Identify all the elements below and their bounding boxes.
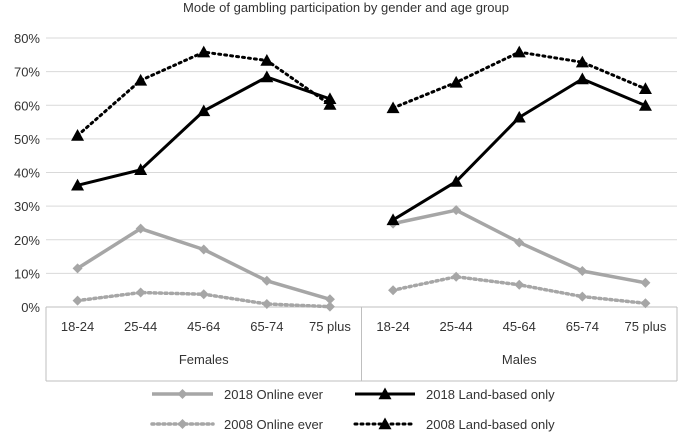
series-2018-land-based-only — [71, 70, 652, 226]
data-point — [260, 54, 274, 66]
data-point — [261, 275, 272, 286]
data-point — [388, 285, 399, 296]
data-point — [386, 213, 400, 226]
x-tick-label: 65-74 — [250, 319, 283, 334]
x-tick-label: 25-44 — [124, 319, 157, 334]
data-point — [514, 237, 525, 248]
x-tick-label: 65-74 — [566, 319, 599, 334]
data-point — [640, 298, 651, 309]
data-point — [197, 104, 211, 117]
data-point — [512, 110, 526, 123]
legend-label: 2018 Online ever — [224, 387, 324, 402]
data-point — [514, 279, 525, 290]
data-point — [640, 277, 651, 288]
x-tick-label: 45-64 — [503, 319, 536, 334]
chart-title: Mode of gambling participation by gender… — [183, 0, 509, 15]
data-point — [638, 99, 652, 111]
series-2008-online-ever — [72, 271, 651, 312]
y-axis: 0% 10% 20% 30% 40% 50% 60% 70% 80% — [14, 31, 40, 315]
data-point — [260, 70, 274, 83]
group-label: Males — [502, 352, 537, 367]
legend-marker — [177, 419, 188, 429]
y-tick-label: 10% — [14, 266, 40, 281]
x-tick-label: 75 plus — [624, 319, 666, 334]
legend-marker — [378, 387, 392, 400]
data-point — [512, 45, 526, 58]
legend-item: 2008 Online ever — [150, 417, 324, 432]
y-tick-label: 30% — [14, 199, 40, 214]
data-point — [575, 55, 589, 68]
x-tick-label: 18-24 — [376, 319, 409, 334]
series-line — [391, 50, 647, 110]
data-point — [72, 263, 83, 274]
gridlines — [46, 37, 677, 308]
data-point — [71, 129, 85, 141]
x-tick-label: 75 plus — [309, 319, 351, 334]
x-tick-label: 18-24 — [61, 319, 94, 334]
legend-marker — [177, 389, 188, 399]
x-axis: 18-24 25-44 45-64 65-74 75 plus Females 18-24 2… — [45, 307, 678, 382]
data-point — [134, 163, 148, 176]
y-tick-label: 0% — [21, 300, 40, 315]
y-tick-label: 80% — [14, 31, 40, 46]
data-point — [324, 294, 335, 305]
data-point — [575, 72, 589, 85]
x-tick-label: 45-64 — [187, 319, 220, 334]
group-label: Females — [179, 352, 229, 367]
data-point — [386, 101, 400, 114]
x-tick-label: 25-44 — [440, 319, 473, 334]
series-layer — [71, 45, 652, 312]
data-point — [198, 244, 209, 255]
data-point — [324, 301, 335, 312]
y-tick-label: 60% — [14, 98, 40, 113]
data-point — [197, 45, 211, 58]
data-point — [134, 73, 148, 86]
data-point — [135, 287, 146, 298]
y-tick-label: 50% — [14, 132, 40, 147]
data-point — [198, 289, 209, 300]
data-point — [451, 271, 462, 282]
legend-item: 2018 Online ever — [152, 387, 324, 402]
y-tick-label: 40% — [14, 166, 40, 181]
legend-marker — [378, 417, 392, 430]
data-point — [72, 295, 83, 306]
data-point — [449, 75, 463, 88]
series-line — [77, 75, 331, 187]
legend-label: 2018 Land-based only — [426, 387, 555, 402]
legend-item: 2018 Land-based only — [355, 387, 555, 402]
data-point — [451, 205, 462, 216]
data-point — [577, 266, 588, 277]
data-point — [638, 82, 652, 94]
series-line — [76, 226, 331, 301]
data-point — [449, 175, 463, 187]
y-tick-label: 20% — [14, 233, 40, 248]
y-tick-label: 70% — [14, 65, 40, 80]
legend: 2018 Online ever 2018 Land-based only 2008… — [150, 387, 555, 432]
series-line — [76, 50, 332, 138]
data-point — [577, 291, 588, 302]
series-2018-online-ever — [72, 205, 651, 305]
data-point — [323, 98, 337, 110]
legend-label: 2008 Land-based only — [426, 417, 555, 432]
data-point — [135, 223, 146, 234]
legend-item: 2008 Land-based only — [353, 417, 555, 432]
series-line — [392, 77, 647, 222]
data-point — [71, 178, 85, 191]
data-point — [261, 298, 272, 309]
series-2008-land-based-only — [71, 45, 652, 141]
legend-label: 2008 Online ever — [224, 417, 324, 432]
